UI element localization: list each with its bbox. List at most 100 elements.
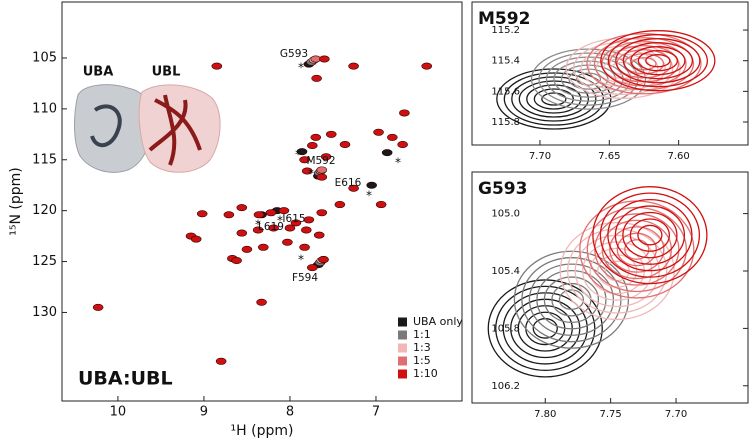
- peak-annotation: M592: [306, 155, 335, 167]
- peak: [397, 141, 408, 149]
- legend-label: 1:10: [413, 367, 438, 380]
- peak: [284, 224, 296, 232]
- contour-ring: [538, 52, 639, 106]
- peak-marker: *: [295, 148, 301, 162]
- x-tick-label: 8: [286, 405, 294, 420]
- peak: [366, 181, 377, 189]
- y-tick-label: 106.2: [491, 381, 520, 392]
- peak: [278, 207, 290, 215]
- peak: [387, 133, 398, 141]
- peak: [301, 167, 313, 175]
- contour-ring: [597, 254, 638, 288]
- peak: [236, 229, 248, 237]
- peak: [313, 231, 325, 239]
- y-tick-label: 120: [32, 203, 57, 218]
- legend-swatch: [398, 369, 407, 379]
- structure-image: [74, 84, 221, 173]
- contour-ring: [614, 205, 686, 265]
- contour-ring: [503, 72, 604, 126]
- peak: [190, 235, 202, 243]
- peak: [265, 209, 277, 217]
- peak-annotation: I615: [282, 213, 305, 225]
- contour-ring: [575, 72, 602, 86]
- peak-marker: *: [255, 218, 261, 232]
- peak: [316, 166, 328, 174]
- peak-annotation: F594: [292, 272, 318, 284]
- contour-ring: [580, 45, 666, 92]
- peak: [334, 201, 346, 209]
- panel-label: UBA:UBL: [78, 368, 173, 390]
- peak: [399, 109, 410, 117]
- plot-frame: [471, 1, 749, 146]
- peak: [256, 298, 267, 306]
- contour-ring: [637, 224, 663, 246]
- contour-ring: [525, 311, 566, 346]
- y-tick-label: 105.4: [491, 266, 520, 277]
- contour-peak: [496, 68, 612, 130]
- contour-ring: [637, 50, 678, 72]
- peak: [381, 149, 393, 157]
- x-tick-label: 7.75: [600, 409, 622, 420]
- plot-frame: [61, 1, 463, 402]
- peak: [231, 257, 242, 265]
- peak-marker: *: [366, 189, 372, 203]
- contour-peak: [592, 186, 708, 285]
- panel-title: M592: [478, 9, 530, 29]
- peak: [92, 303, 104, 311]
- y-tick-label: 105.8: [491, 323, 520, 334]
- peak: [253, 211, 265, 219]
- peak: [215, 357, 227, 365]
- contour-ring: [622, 211, 678, 259]
- contour-ring: [615, 38, 701, 84]
- contour-ring: [609, 226, 665, 273]
- contour-ring: [616, 232, 657, 267]
- y-tick-label: 105.0: [491, 209, 520, 220]
- contour-ring: [630, 46, 686, 76]
- peak: [339, 141, 351, 149]
- contour-ring: [495, 285, 596, 372]
- peak-marker: *: [395, 156, 401, 170]
- contour-ring: [599, 192, 701, 278]
- peak: [211, 62, 223, 70]
- x-tick-label: 7.70: [665, 409, 687, 420]
- legend-label: UBA only: [413, 315, 463, 328]
- peak: [316, 173, 328, 181]
- plot-frame: [471, 171, 749, 404]
- peak: [348, 184, 359, 192]
- x-tick-label: 7.70: [529, 151, 551, 162]
- peak: [196, 210, 208, 218]
- peak: [301, 226, 312, 234]
- peak-annotation: G593: [280, 48, 308, 60]
- legend-label: 1:3: [413, 341, 431, 354]
- y-tick-label: 115.8: [491, 117, 520, 128]
- contour-ring: [567, 228, 668, 314]
- peak: [421, 62, 433, 70]
- legend-swatch: [398, 356, 407, 366]
- peak: [296, 148, 308, 156]
- peak-marker: *: [277, 214, 283, 228]
- structure-label: UBL: [152, 65, 181, 80]
- peak-marker: *: [308, 167, 314, 181]
- peak: [310, 133, 322, 141]
- contour-ring: [607, 34, 708, 88]
- peak: [319, 55, 330, 63]
- contour-ring: [559, 221, 675, 321]
- contour-ring: [586, 33, 702, 95]
- contour-ring: [551, 282, 592, 317]
- peak: [311, 74, 322, 82]
- peak: [316, 209, 328, 217]
- legend-swatch: [398, 343, 407, 353]
- peak: [307, 142, 318, 150]
- x-tick-label: 7.65: [598, 151, 620, 162]
- legend-label: 1:5: [413, 354, 431, 367]
- x-tick-label: 7.80: [534, 409, 556, 420]
- peak-annotation: E616: [335, 177, 362, 189]
- y-tick-label: 115.2: [491, 25, 520, 36]
- y-tick-label: 105: [32, 50, 57, 65]
- contour-ring: [607, 198, 693, 272]
- y-tick-label: 115: [32, 152, 57, 167]
- contour-ring: [536, 269, 607, 330]
- peak: [318, 256, 329, 264]
- y-tick-label: 110: [32, 101, 57, 116]
- legend-swatch: [398, 330, 407, 340]
